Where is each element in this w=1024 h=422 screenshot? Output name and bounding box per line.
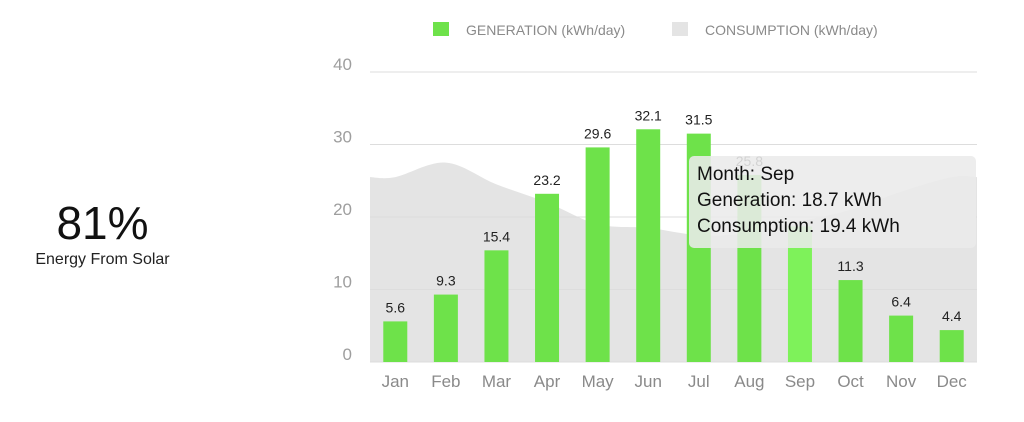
tooltip-generation: Generation: 18.7 kWh bbox=[697, 190, 882, 211]
bar-value-label: 9.3 bbox=[436, 273, 456, 289]
bar-value-label: 11.3 bbox=[837, 258, 863, 274]
generation-bar bbox=[889, 315, 914, 362]
x-tick-label: Jun bbox=[634, 372, 661, 391]
tooltip-month: Month: Sep bbox=[697, 164, 795, 185]
generation-bar bbox=[636, 129, 661, 362]
x-tick-label: Feb bbox=[431, 372, 460, 391]
y-tick-label: 30 bbox=[333, 128, 352, 147]
chart-tooltip: Month: Sep Generation: 18.7 kWh Consumpt… bbox=[689, 156, 976, 248]
x-tick-label: Dec bbox=[937, 372, 968, 391]
generation-bar bbox=[433, 294, 458, 362]
generation-bar bbox=[939, 330, 964, 362]
solar-percentage: 81% bbox=[56, 197, 149, 249]
legend-generation-label: GENERATION (kWh/day) bbox=[466, 22, 625, 38]
bar-value-label: 31.5 bbox=[685, 112, 712, 128]
x-tick-label: Nov bbox=[886, 372, 917, 391]
generation-bar bbox=[787, 226, 812, 362]
generation-bar bbox=[838, 280, 863, 362]
x-tick-label: Jan bbox=[382, 372, 409, 391]
legend-consumption-swatch bbox=[672, 22, 688, 36]
x-tick-label: Jul bbox=[688, 372, 710, 391]
bar-value-label: 29.6 bbox=[584, 125, 611, 141]
bar-value-label: 4.4 bbox=[942, 308, 962, 324]
x-tick-label: Sep bbox=[785, 372, 815, 391]
solar-percentage-label: Energy From Solar bbox=[35, 251, 170, 268]
bar-value-label: 6.4 bbox=[891, 294, 911, 310]
y-tick-label: 40 bbox=[333, 55, 352, 74]
x-tick-label: Apr bbox=[534, 372, 561, 391]
bar-value-label: 32.1 bbox=[635, 107, 662, 123]
solar-kpi: 81% Energy From Solar bbox=[0, 195, 205, 269]
bar-value-label: 5.6 bbox=[386, 299, 406, 315]
y-tick-label: 0 bbox=[343, 345, 352, 364]
generation-bar bbox=[535, 193, 560, 362]
bar-value-label: 15.4 bbox=[483, 228, 510, 244]
consumption-area bbox=[370, 162, 977, 362]
generation-bar bbox=[484, 250, 509, 362]
y-tick-label: 20 bbox=[333, 200, 352, 219]
x-tick-label: Mar bbox=[482, 372, 512, 391]
y-tick-label: 10 bbox=[333, 273, 352, 292]
generation-bar bbox=[585, 147, 610, 362]
x-tick-label: Oct bbox=[837, 372, 864, 391]
legend-generation-swatch bbox=[433, 22, 449, 36]
tooltip-consumption: Consumption: 19.4 kWh bbox=[697, 216, 900, 237]
x-tick-label: Aug bbox=[734, 372, 764, 391]
legend-consumption-label: CONSUMPTION (kWh/day) bbox=[705, 22, 878, 38]
generation-bar bbox=[383, 321, 408, 362]
x-tick-label: May bbox=[582, 372, 615, 391]
bar-value-label: 23.2 bbox=[533, 172, 560, 188]
